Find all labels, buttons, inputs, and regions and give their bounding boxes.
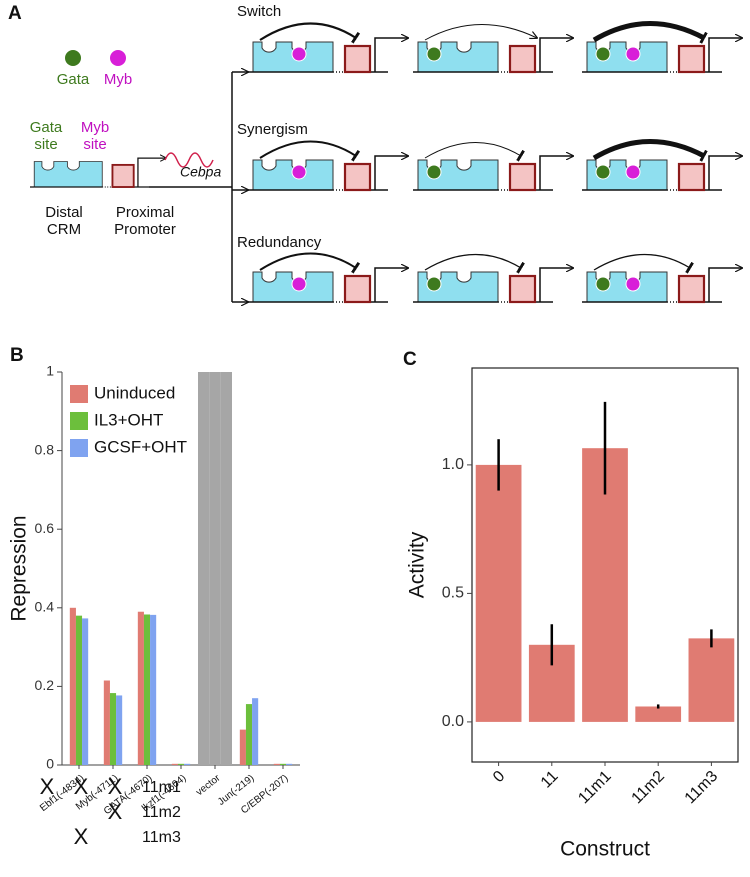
promoter-label: Proximal (116, 204, 174, 221)
y-tick-label: 0.6 (35, 520, 55, 536)
bar (82, 618, 89, 765)
mutation-label: 11m1 (142, 779, 181, 796)
crm-label: Distal (45, 204, 83, 221)
x-tick-label: 11 (538, 768, 562, 792)
gene-model (30, 158, 166, 187)
transcript (164, 152, 214, 168)
model-unit (413, 24, 573, 72)
gene-label: Cebpa (180, 164, 221, 180)
mutation-mark: X (108, 774, 123, 799)
row-title: Switch (237, 3, 281, 20)
myb-icon (110, 50, 126, 66)
site-label: site (83, 136, 106, 153)
x-tick-label: vector (194, 772, 223, 798)
bar (103, 680, 110, 765)
panel-label: A (8, 3, 22, 24)
bar (184, 763, 191, 765)
mutation-label: 11m3 (142, 829, 181, 846)
y-tick-label: 0 (46, 756, 54, 772)
mutation-mark: X (40, 774, 55, 799)
promoter-label: Promoter (114, 221, 176, 238)
legend-gata: Gata (57, 71, 90, 88)
row-title: Redundancy (237, 234, 322, 251)
legend-swatch (70, 412, 88, 430)
bar (273, 763, 280, 765)
bar (286, 763, 293, 765)
bar (150, 614, 157, 765)
y-axis-label: Activity (406, 531, 429, 598)
model-unit (248, 252, 408, 302)
model-unit (248, 140, 408, 190)
mutation-mark: X (74, 824, 89, 849)
bar (75, 615, 83, 765)
y-axis-label: Repression (8, 515, 31, 621)
bar (143, 614, 151, 765)
model-unit (582, 253, 742, 302)
bar (688, 638, 735, 722)
model-unit (582, 21, 742, 72)
y-tick-label: 1.0 (442, 456, 464, 473)
model-unit (413, 142, 573, 190)
bar (475, 464, 522, 722)
bar (109, 693, 117, 765)
panel-label: C (403, 349, 417, 370)
bar (198, 372, 210, 765)
bar (279, 763, 287, 765)
model-unit (413, 253, 573, 302)
y-tick-label: 1 (46, 363, 54, 379)
legend-label: IL3+OHT (94, 410, 163, 429)
y-tick-label: 0.0 (442, 713, 464, 730)
y-tick-label: 0.8 (35, 441, 55, 457)
y-tick-label: 0.2 (35, 677, 55, 693)
row-title: Synergism (237, 121, 308, 138)
crm-label: CRM (47, 221, 81, 238)
x-axis-label: Construct (560, 838, 650, 861)
legend-label: Uninduced (94, 383, 175, 402)
legend-label: GCSF+OHT (94, 437, 187, 456)
gata-icon (65, 50, 81, 66)
legend-myb: Myb (104, 71, 132, 88)
bar (171, 763, 178, 765)
legend-swatch (70, 385, 88, 403)
bar (635, 706, 682, 722)
bar (69, 607, 76, 765)
bar (220, 372, 232, 765)
bar (137, 611, 144, 765)
bar (239, 729, 246, 765)
x-tick-label: 0 (490, 768, 508, 786)
y-tick-label: 0.4 (35, 599, 55, 615)
mutation-label: 11m2 (142, 804, 181, 821)
x-tick-label: 11m1 (575, 768, 615, 808)
site-label: Gata (30, 119, 63, 136)
site-label: site (34, 136, 57, 153)
bar (245, 704, 253, 765)
bar (209, 372, 221, 765)
panel-label: B (10, 345, 24, 366)
bar (177, 763, 185, 765)
y-tick-label: 0.5 (442, 585, 464, 602)
model-unit (582, 139, 742, 190)
mutation-mark: X (74, 774, 89, 799)
legend-swatch (70, 439, 88, 457)
mutation-mark: X (108, 799, 123, 824)
model-unit (248, 22, 408, 72)
bar (252, 698, 259, 765)
x-tick-label: 11m3 (682, 768, 722, 808)
bar (116, 695, 123, 765)
x-tick-label: 11m2 (629, 768, 669, 808)
site-label: Myb (81, 119, 109, 136)
